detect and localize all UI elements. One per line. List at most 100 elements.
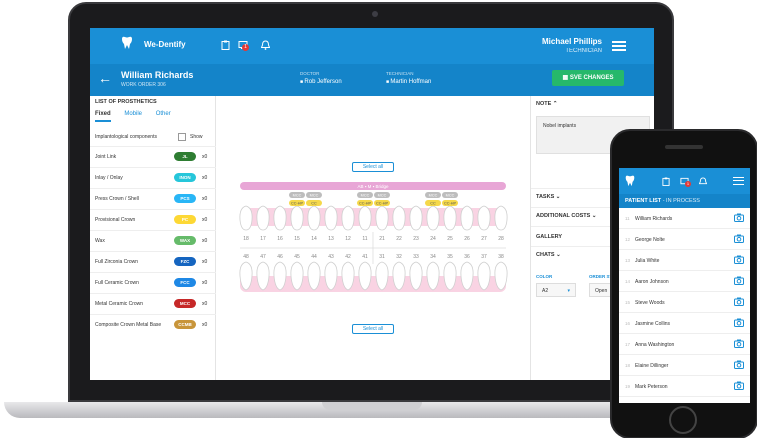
lower-tooth[interactable] bbox=[443, 261, 457, 291]
lower-tooth[interactable] bbox=[375, 261, 389, 291]
select-all-top-button[interactable]: Select all bbox=[352, 162, 394, 172]
prosthetic-code-badge[interactable]: PC bbox=[174, 215, 196, 224]
select-all-bottom-button[interactable]: Select all bbox=[352, 324, 394, 334]
camera-icon[interactable] bbox=[734, 360, 744, 369]
prosthetic-row[interactable]: Inlay / Onlay INON x0 bbox=[90, 167, 216, 188]
upper-tooth[interactable] bbox=[256, 205, 270, 231]
upper-tooth[interactable] bbox=[239, 205, 253, 231]
tooth-tag-upper[interactable] bbox=[306, 192, 322, 198]
prosthetic-row[interactable]: Full Zirconia Crown FZC x0 bbox=[90, 251, 216, 272]
lower-tooth[interactable] bbox=[307, 261, 321, 291]
upper-tooth[interactable] bbox=[443, 205, 457, 231]
camera-icon[interactable] bbox=[734, 318, 744, 327]
upper-tooth[interactable] bbox=[460, 205, 474, 231]
prosthetic-row[interactable]: Metal Ceramic Crown MCC x0 bbox=[90, 293, 216, 314]
upper-tooth[interactable] bbox=[273, 205, 287, 231]
patient-row[interactable]: 11 William Richards bbox=[619, 208, 750, 229]
bridge-bar[interactable] bbox=[240, 182, 506, 190]
menu-icon[interactable] bbox=[733, 177, 744, 185]
patient-row[interactable]: 17 Anna Washington bbox=[619, 334, 750, 355]
upper-tooth[interactable] bbox=[290, 205, 304, 231]
camera-icon[interactable] bbox=[734, 297, 744, 306]
save-changes-button[interactable]: ▦ SVE CHANGES bbox=[552, 70, 624, 86]
back-arrow-icon[interactable]: ← bbox=[98, 70, 112, 86]
patient-row[interactable]: 19 Mark Peterson bbox=[619, 376, 750, 397]
camera-icon[interactable] bbox=[734, 381, 744, 390]
lower-tooth[interactable] bbox=[477, 261, 491, 291]
upper-tooth[interactable] bbox=[477, 205, 491, 231]
show-checkbox[interactable] bbox=[178, 133, 186, 141]
prosthetic-row[interactable]: Full Ceramic Crown FCC x0 bbox=[90, 272, 216, 293]
lower-tooth[interactable] bbox=[409, 261, 423, 291]
bell-icon[interactable] bbox=[699, 177, 707, 186]
patient-row[interactable]: 14 Aaron Johnson bbox=[619, 271, 750, 292]
tooth-tag-lower[interactable] bbox=[306, 200, 322, 206]
tab-fixed[interactable]: Fixed bbox=[95, 111, 111, 122]
patient-row[interactable]: 18 Elaine Dillinger bbox=[619, 355, 750, 376]
prosthetic-row[interactable]: Wax WAX x0 bbox=[90, 230, 216, 251]
prosthetic-code-badge[interactable]: MCC bbox=[174, 299, 196, 308]
lower-tooth[interactable] bbox=[494, 261, 508, 291]
upper-tooth[interactable] bbox=[494, 205, 508, 231]
upper-tooth[interactable] bbox=[341, 205, 355, 231]
lower-tooth[interactable] bbox=[426, 261, 440, 291]
camera-icon[interactable] bbox=[734, 255, 744, 264]
lower-tooth[interactable] bbox=[392, 261, 406, 291]
prosthetic-code-badge[interactable]: WAX bbox=[174, 236, 196, 245]
upper-tooth[interactable] bbox=[409, 205, 423, 231]
camera-icon[interactable] bbox=[734, 339, 744, 348]
tooth-tag-lower[interactable] bbox=[289, 200, 305, 206]
tab-other[interactable]: Other bbox=[155, 111, 171, 117]
patient-row[interactable]: 16 Jasmine Collins bbox=[619, 313, 750, 334]
bell-icon[interactable] bbox=[260, 40, 270, 50]
lower-tooth[interactable] bbox=[358, 261, 372, 291]
tooth-tag-upper[interactable] bbox=[425, 192, 441, 198]
upper-tooth[interactable] bbox=[392, 205, 406, 231]
upper-tooth[interactable] bbox=[426, 205, 440, 231]
prosthetic-row[interactable]: Provisional Crown PC x0 bbox=[90, 209, 216, 230]
tab-mobile[interactable]: Mobile bbox=[124, 111, 143, 117]
chats-header[interactable]: CHATS ⌄ bbox=[536, 252, 561, 258]
tooth-tag-upper[interactable] bbox=[374, 192, 390, 198]
tooth-tag-lower[interactable] bbox=[357, 200, 373, 206]
tooth-tag-lower[interactable] bbox=[374, 200, 390, 206]
tooth-tag-lower[interactable] bbox=[425, 200, 441, 206]
lower-tooth[interactable] bbox=[324, 261, 338, 291]
camera-icon[interactable] bbox=[734, 234, 744, 243]
lower-tooth[interactable] bbox=[290, 261, 304, 291]
prosthetic-code-badge[interactable]: CCMB bbox=[174, 320, 196, 329]
note-header[interactable]: NOTE ⌃ bbox=[536, 101, 557, 107]
prosthetic-row[interactable]: Press Crown / Shell PCS x0 bbox=[90, 188, 216, 209]
prosthetic-code-badge[interactable]: FCC bbox=[174, 278, 196, 287]
color-select[interactable]: A2 ▾ bbox=[536, 283, 576, 297]
clipboard-icon[interactable] bbox=[662, 177, 670, 186]
additional-costs-header[interactable]: ADDITIONAL COSTS ⌄ bbox=[536, 213, 596, 219]
upper-tooth[interactable] bbox=[358, 205, 372, 231]
camera-icon[interactable] bbox=[734, 213, 744, 222]
tooth-tag-upper[interactable] bbox=[357, 192, 373, 198]
patient-row[interactable]: 15 Steve Woods bbox=[619, 292, 750, 313]
prosthetic-row[interactable]: Joint Link JL x0 bbox=[90, 146, 216, 167]
clipboard-icon[interactable] bbox=[220, 40, 230, 50]
lower-tooth[interactable] bbox=[273, 261, 287, 291]
lower-tooth[interactable] bbox=[460, 261, 474, 291]
tooth-tag-upper[interactable] bbox=[442, 192, 458, 198]
patient-row[interactable]: 13 Julia White bbox=[619, 250, 750, 271]
lower-tooth[interactable] bbox=[239, 261, 253, 291]
gallery-header[interactable]: GALLERY bbox=[536, 234, 562, 240]
tooth-tag-lower[interactable] bbox=[442, 200, 458, 206]
upper-tooth[interactable] bbox=[307, 205, 321, 231]
patient-row[interactable]: 12 George Nolte bbox=[619, 229, 750, 250]
camera-icon[interactable] bbox=[734, 276, 744, 285]
lower-tooth[interactable] bbox=[341, 261, 355, 291]
prosthetic-code-badge[interactable]: INON bbox=[174, 173, 196, 182]
menu-icon[interactable] bbox=[612, 41, 626, 51]
prosthetic-row[interactable]: Composite Crown Metal Base CCMB x0 bbox=[90, 314, 216, 335]
prosthetic-code-badge[interactable]: FZC bbox=[174, 257, 196, 266]
home-button[interactable] bbox=[669, 406, 697, 434]
upper-tooth[interactable] bbox=[324, 205, 338, 231]
tooth-tag-upper[interactable] bbox=[289, 192, 305, 198]
prosthetic-code-badge[interactable]: JL bbox=[174, 152, 196, 161]
prosthetic-code-badge[interactable]: PCS bbox=[174, 194, 196, 203]
user-info[interactable]: Michael Phillips TECHNICIAN bbox=[542, 37, 602, 54]
